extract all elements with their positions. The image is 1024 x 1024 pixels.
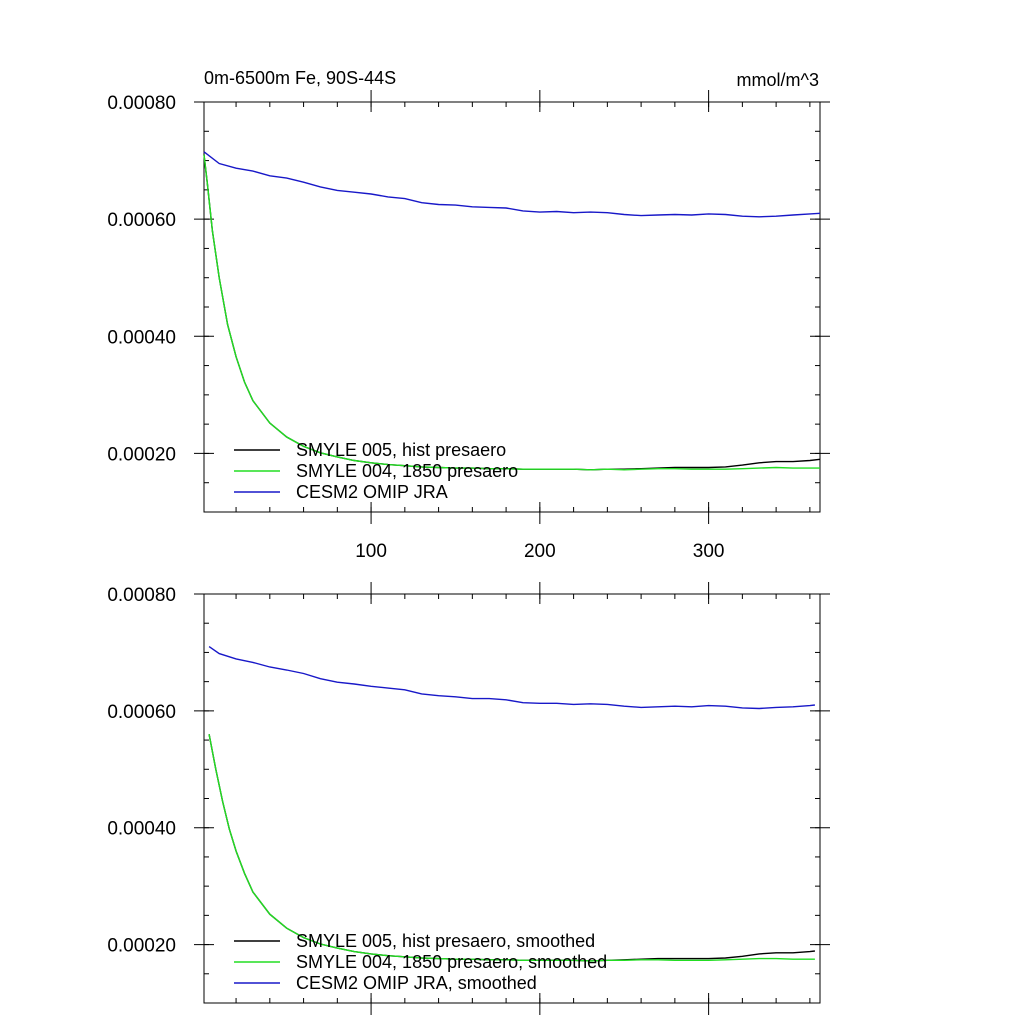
legend-label: SMYLE 004, 1850 presaero, smoothed bbox=[296, 952, 607, 972]
x-tick-label: 100 bbox=[355, 541, 387, 562]
legend-label: CESM2 OMIP JRA, smoothed bbox=[296, 973, 537, 993]
series-line-2 bbox=[208, 734, 815, 962]
series-line-3 bbox=[203, 151, 821, 218]
legend-label: SMYLE 005, hist presaero bbox=[296, 440, 506, 460]
top-panel: 0.00020 0.00040 0.00060 0.00080 100 200 300 SMY… bbox=[107, 90, 830, 562]
series-line-2 bbox=[203, 154, 820, 471]
y-tick-label: 0.00040 bbox=[107, 819, 176, 840]
bottom-panel: 0.00020 0.00040 0.00060 0.00080 SMYLE 005, h… bbox=[107, 582, 830, 1015]
x-tick-label: 300 bbox=[693, 541, 725, 562]
y-tick-label: 0.00060 bbox=[107, 702, 176, 723]
y-tick-label: 0.00020 bbox=[107, 936, 176, 957]
y-tick-label: 0.00080 bbox=[107, 585, 176, 606]
legend-label: SMYLE 004, 1850 presaero bbox=[296, 461, 518, 481]
x-tick-label: 200 bbox=[524, 541, 556, 562]
legend-label: CESM2 OMIP JRA bbox=[296, 482, 448, 502]
y-tick-label: 0.00060 bbox=[107, 210, 176, 231]
chart-title: 0m-6500m Fe, 90S-44S bbox=[204, 68, 396, 88]
series-line-3 bbox=[208, 646, 815, 710]
legend-label: SMYLE 005, hist presaero, smoothed bbox=[296, 931, 595, 951]
y-tick-label: 0.00080 bbox=[107, 93, 176, 114]
units-label: mmol/m^3 bbox=[737, 70, 819, 90]
y-tick-label: 0.00040 bbox=[107, 327, 176, 348]
y-tick-label: 0.00020 bbox=[107, 444, 176, 465]
legend: SMYLE 005, hist presaero, smoothedSMYLE … bbox=[234, 931, 607, 993]
